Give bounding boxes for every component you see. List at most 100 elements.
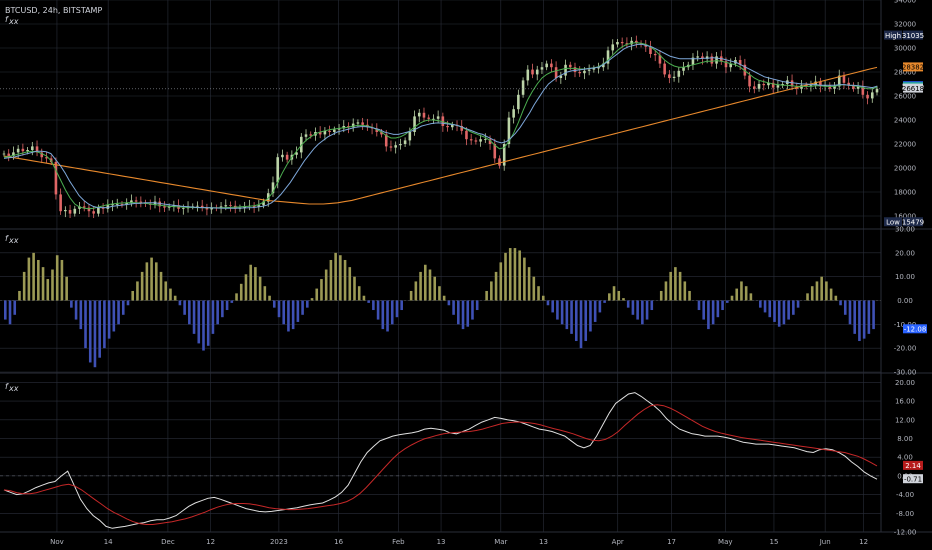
price-tick-label: 28000 bbox=[894, 69, 916, 77]
hist-bar bbox=[60, 259, 64, 301]
candle-body bbox=[26, 150, 29, 152]
hist-bar bbox=[820, 276, 823, 301]
fx-label-sub: xx bbox=[8, 384, 19, 393]
hist-bar bbox=[518, 250, 521, 301]
hist-bar bbox=[777, 300, 781, 327]
hist-bar bbox=[202, 300, 205, 351]
hist-bar bbox=[32, 252, 35, 301]
candle-body bbox=[134, 200, 138, 202]
indicator-fx-label: f xx bbox=[5, 382, 19, 393]
candle-body bbox=[295, 152, 298, 155]
candle-body bbox=[757, 84, 761, 89]
hist-bar bbox=[862, 300, 866, 339]
hist-bar bbox=[735, 288, 739, 301]
candle-body bbox=[705, 56, 709, 59]
hist-bar bbox=[348, 267, 352, 301]
candle-body bbox=[31, 146, 34, 150]
hist-bar bbox=[221, 300, 224, 318]
candle-body bbox=[68, 210, 72, 214]
hist-bar bbox=[423, 264, 427, 301]
hist-bar bbox=[287, 300, 290, 332]
hist-value-badge bbox=[903, 324, 927, 334]
candle-body bbox=[502, 144, 506, 166]
hist-bar bbox=[324, 269, 328, 301]
candle-body bbox=[484, 139, 487, 140]
hist-bar bbox=[683, 281, 687, 301]
candle-body bbox=[40, 152, 44, 158]
hist-bar bbox=[339, 255, 342, 301]
time-tick-label: Feb bbox=[392, 538, 405, 546]
candle-body bbox=[696, 56, 699, 58]
hist-tick-label: 0.00 bbox=[897, 297, 913, 305]
candle-body bbox=[200, 205, 204, 208]
hist-bar bbox=[8, 300, 12, 325]
hist-bar bbox=[22, 271, 26, 301]
candle-body bbox=[205, 207, 209, 210]
time-tick-label: 15 bbox=[769, 538, 778, 546]
osc-tick-label: 12.00 bbox=[895, 416, 915, 424]
hist-bar bbox=[688, 290, 691, 301]
hist-bar bbox=[475, 300, 479, 311]
hist-bar bbox=[70, 300, 73, 308]
candle-body bbox=[229, 205, 232, 206]
hist-bar bbox=[499, 262, 503, 301]
candle-body bbox=[460, 126, 464, 131]
hist-bar bbox=[230, 300, 234, 303]
time-tick-label: 16 bbox=[334, 538, 343, 546]
sma-blue-line bbox=[3, 43, 878, 209]
hist-bar bbox=[282, 300, 286, 325]
candle-body bbox=[606, 50, 610, 64]
price-badge-value: 26618 bbox=[902, 85, 924, 93]
symbol-title[interactable]: BTCUSD, 24h, BITSTAMP bbox=[5, 6, 103, 15]
candle-body bbox=[474, 140, 478, 142]
candle-body bbox=[451, 124, 454, 128]
hist-bar bbox=[343, 259, 347, 301]
hist-bar bbox=[537, 286, 540, 301]
candle-body bbox=[738, 60, 742, 65]
hist-bar bbox=[18, 290, 21, 301]
candle-body bbox=[568, 64, 572, 68]
price-tick-label: 20000 bbox=[894, 165, 916, 173]
hist-bar bbox=[51, 269, 54, 301]
hist-bar bbox=[55, 255, 59, 301]
hist-bar bbox=[4, 300, 7, 320]
hist-bar bbox=[372, 300, 375, 311]
candle-body bbox=[521, 80, 525, 95]
hist-bar bbox=[626, 300, 630, 308]
hist-bar bbox=[93, 300, 97, 368]
hist-bar bbox=[858, 300, 861, 342]
hist-bar bbox=[494, 271, 498, 301]
price-tick-label: 22000 bbox=[894, 141, 916, 149]
hist-bar bbox=[565, 300, 569, 330]
hist-bar bbox=[603, 300, 606, 303]
candle-body bbox=[120, 204, 124, 205]
hist-bar bbox=[711, 300, 715, 325]
candle-body bbox=[663, 63, 666, 75]
candle-body bbox=[422, 112, 426, 118]
candle-body bbox=[602, 63, 605, 68]
hist-bar bbox=[636, 300, 639, 320]
candle-body bbox=[790, 80, 794, 87]
hist-bar bbox=[556, 300, 559, 320]
hist-bar bbox=[631, 300, 635, 315]
candle-body bbox=[616, 42, 619, 45]
candle-body bbox=[701, 56, 704, 59]
hist-bar bbox=[381, 300, 385, 330]
candle-body bbox=[842, 75, 846, 83]
hist-bar bbox=[103, 300, 106, 349]
price-badge-box bbox=[903, 30, 923, 40]
hist-bar bbox=[414, 281, 418, 301]
hist-bar bbox=[773, 300, 776, 322]
hist-bar bbox=[810, 286, 814, 301]
osc-osc_white-line bbox=[3, 392, 878, 529]
hist-bar bbox=[258, 276, 262, 301]
hist-bar bbox=[716, 300, 720, 318]
candle-body bbox=[611, 44, 615, 51]
hist-bar bbox=[782, 300, 786, 325]
hist-bar bbox=[263, 286, 267, 301]
price-badge-tag-label: Low bbox=[886, 218, 900, 226]
candle-body bbox=[2, 153, 6, 155]
candle-body bbox=[828, 85, 832, 89]
hist-bar bbox=[357, 286, 361, 301]
